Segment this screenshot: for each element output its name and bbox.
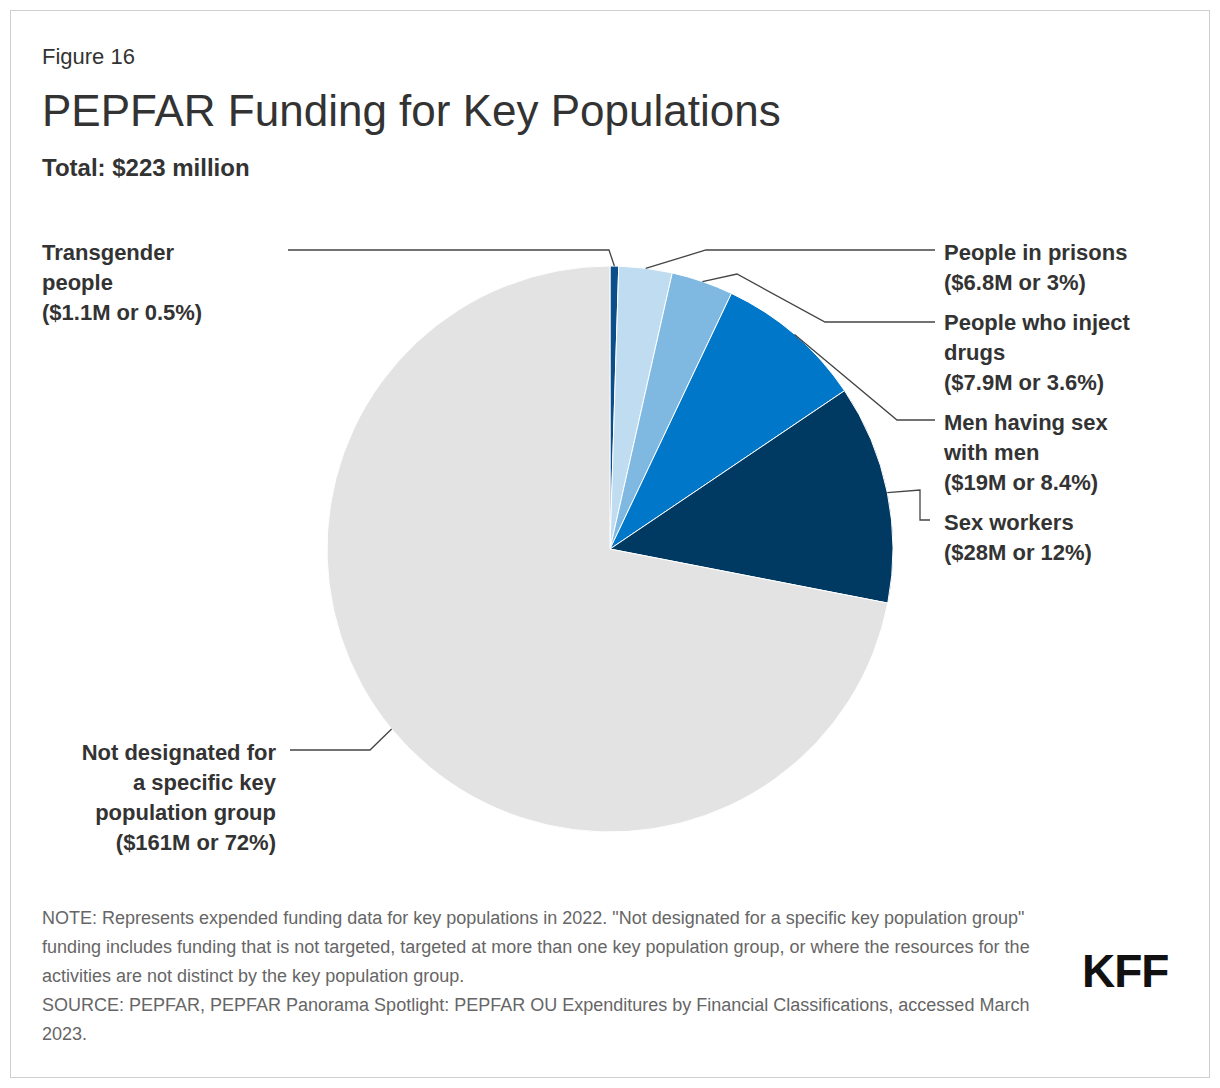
svg-text:Transgenderpeople($1.1M or 0.5: Transgenderpeople($1.1M or 0.5%)	[42, 240, 202, 325]
html-text:Total: $223 million: Total: $223 million	[42, 154, 250, 181]
html-text:Figure 16: Figure 16	[42, 44, 135, 69]
html-text:NOTE: Represents expended fund: NOTE: Represents expended funding data f…	[42, 908, 1030, 986]
svg-text:Not designated fora specific k: Not designated fora specific keypopulati…	[82, 740, 277, 855]
svg-text:People in prisons($6.8M or 3%): People in prisons($6.8M or 3%)	[944, 240, 1127, 295]
html-text:KFF: KFF	[1082, 945, 1169, 997]
html-text:PEPFAR Funding for Key Populat: PEPFAR Funding for Key Populations	[42, 86, 781, 135]
html-text:SOURCE: PEPFAR, PEPFAR Panoram: SOURCE: PEPFAR, PEPFAR Panorama Spotligh…	[42, 995, 1030, 1044]
svg-text:People who injectdrugs($7.9M o: People who injectdrugs($7.9M or 3.6%)	[944, 310, 1130, 395]
svg-text:Sex workers($28M or 12%): Sex workers($28M or 12%)	[944, 510, 1092, 565]
svg-text:Men having sexwith men($19M or: Men having sexwith men($19M or 8.4%)	[943, 410, 1109, 495]
